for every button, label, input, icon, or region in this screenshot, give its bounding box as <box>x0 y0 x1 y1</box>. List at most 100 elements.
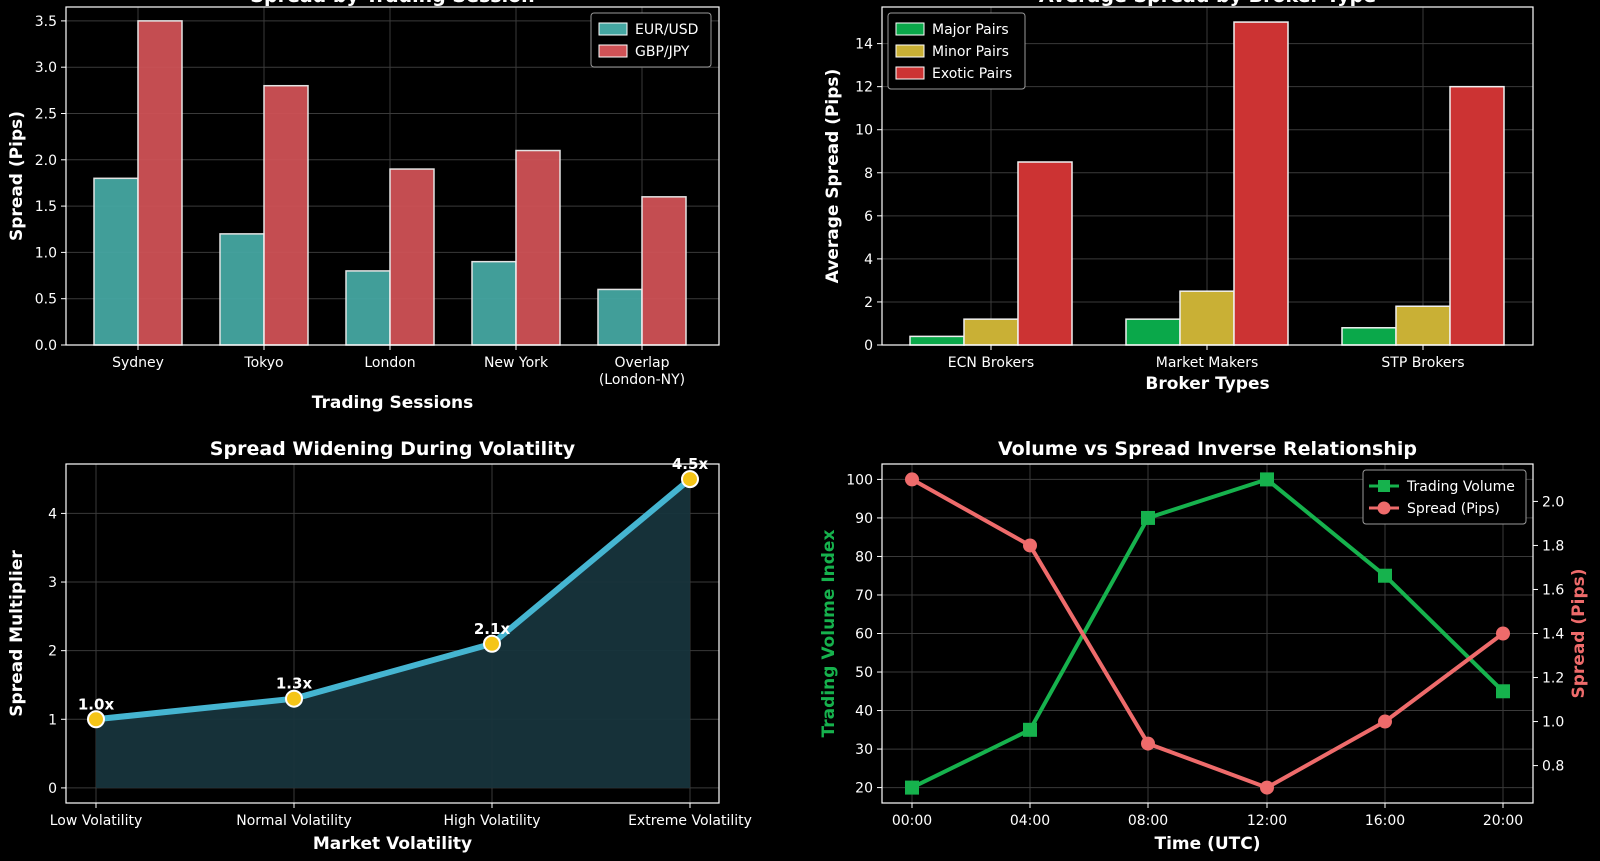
ytick-label: 6 <box>864 209 873 225</box>
ytick-label: 3.5 <box>35 14 57 30</box>
y-axis-title: Spread Multiplier <box>7 550 27 717</box>
bar-gbpjpy-1 <box>263 84 309 346</box>
y-axis-title: Average Spread (Pips) <box>823 69 843 284</box>
bar-exoticpairs-2 <box>1449 85 1505 346</box>
bar-minorpairs-1 <box>1179 290 1235 346</box>
bar-exoticpairs-1 <box>1233 21 1289 346</box>
spread-line <box>911 477 1505 790</box>
xtick-label: 04:00 <box>1010 813 1050 829</box>
ytick-label-right: 1.4 <box>1542 627 1564 643</box>
ytick-label: 1.0 <box>35 245 57 261</box>
ytick-label: 50 <box>855 665 873 681</box>
plot-frame <box>881 6 1534 346</box>
bar-gbpjpy-2 <box>389 168 435 346</box>
xtick-label: 12:00 <box>1247 813 1287 829</box>
ytick-label: 20 <box>855 781 873 797</box>
spread-point-5 <box>1496 626 1510 641</box>
ytick-label: 0.0 <box>35 338 57 354</box>
ytick-label: 30 <box>855 742 873 758</box>
xtick-label-line: (London-NY) <box>599 372 685 388</box>
legend-label: GBP/JPY <box>635 44 690 60</box>
ytick-label: 2.0 <box>35 153 57 169</box>
legend-label: Exotic Pairs <box>932 66 1012 82</box>
x-axis-title: Broker Types <box>1145 374 1269 394</box>
ytick-label: 90 <box>855 511 873 527</box>
ytick-label: 3 <box>48 575 57 591</box>
multiplier-point-0 <box>87 710 105 729</box>
bar-gbpjpy-0 <box>137 20 183 346</box>
ytick-label: 12 <box>855 80 873 96</box>
spread-point-2 <box>1141 736 1155 751</box>
xtick-label: 00:00 <box>892 813 932 829</box>
xtick-label: Market Makers <box>1156 355 1259 371</box>
ytick-label-right: 0.8 <box>1542 759 1564 775</box>
area-fill <box>96 479 690 788</box>
volume-point-1 <box>1023 722 1037 737</box>
y-axis-title: Spread (Pips) <box>7 111 27 241</box>
chart-volume-vs-spread: 20 30 40 50 60 70 80 90 100 0.8 1.0 1.2 1.4 1.6 1.8 2.0… <box>819 438 1589 854</box>
ytick-label: 1 <box>48 712 57 728</box>
xtick-label: 20:00 <box>1483 813 1523 829</box>
ytick-label: 10 <box>855 123 873 139</box>
ytick-label: 2 <box>48 644 57 660</box>
ytick-label: 2 <box>864 295 873 311</box>
ytick-label: 0 <box>48 781 57 797</box>
y-axis-title-right: Spread (Pips) <box>1569 569 1589 699</box>
legend-label: Trading Volume <box>1406 479 1515 495</box>
spread-point-3 <box>1260 780 1274 795</box>
ytick-label: 14 <box>855 37 873 53</box>
spread-point-4 <box>1378 714 1392 729</box>
bar-eurusd-4 <box>597 288 643 346</box>
point-label: 2.1x <box>474 620 511 638</box>
y-axis-title-left: Trading Volume Index <box>819 530 839 738</box>
ytick-label: 3.0 <box>35 60 57 76</box>
bar-exoticpairs-0 <box>1017 161 1073 346</box>
legend-marker <box>1377 501 1391 515</box>
xtick-label: Low Volatility <box>50 813 142 829</box>
ytick-label: 40 <box>855 704 873 720</box>
chart-title-clipped: Spread by Trading Session <box>250 0 534 7</box>
legend-swatch <box>895 66 925 80</box>
legend-label: Major Pairs <box>932 22 1009 38</box>
bar-majorpairs-1 <box>1125 318 1181 346</box>
bar-eurusd-2 <box>345 270 391 346</box>
legend-label: Minor Pairs <box>932 44 1009 60</box>
ytick-label-right: 2.0 <box>1542 494 1564 510</box>
bar-gbpjpy-3 <box>515 149 561 346</box>
bar-eurusd-0 <box>93 177 139 346</box>
plot-frame <box>65 463 720 804</box>
ytick-label: 100 <box>846 472 873 488</box>
x-axis-title: Time (UTC) <box>1154 834 1260 854</box>
ytick-label: 8 <box>864 166 873 182</box>
legend-swatch <box>895 44 925 58</box>
x-axis-title: Trading Sessions <box>312 393 474 413</box>
xtick-label: 16:00 <box>1365 813 1405 829</box>
xtick-label: New York <box>484 355 549 371</box>
point-label: 1.3x <box>276 675 313 693</box>
spread-point-1 <box>1023 538 1037 553</box>
chart-title: Volume vs Spread Inverse Relationship <box>998 438 1417 460</box>
xtick-label: London <box>364 355 415 371</box>
volume-point-3 <box>1260 472 1274 487</box>
xtick-label: STP Brokers <box>1381 355 1464 371</box>
volume-point-4 <box>1378 568 1392 583</box>
ytick-label: 60 <box>855 627 873 643</box>
legend-swatch <box>598 22 628 36</box>
spread-point-0 <box>905 472 919 487</box>
xtick-label: Tokyo <box>243 355 283 371</box>
volume-line <box>911 477 1505 790</box>
chart-title: Spread Widening During Volatility <box>210 438 576 460</box>
xtick-label: Extreme Volatility <box>628 813 752 829</box>
chart-spread-by-session: 0.0 0.5 1.0 1.5 2.0 2.5 3.0 3.5 Sydney Tokyo Londo… <box>7 6 720 413</box>
ytick-label: 0 <box>864 338 873 354</box>
multiplier-line <box>93 476 693 723</box>
xtick-label: 08:00 <box>1128 813 1168 829</box>
ytick-label: 1.5 <box>35 199 57 215</box>
point-label: 1.0x <box>78 695 115 713</box>
bar-eurusd-3 <box>471 260 517 346</box>
xtick-label: Sydney <box>112 355 164 371</box>
bar-majorpairs-0 <box>909 335 965 346</box>
volume-point-5 <box>1496 684 1510 699</box>
